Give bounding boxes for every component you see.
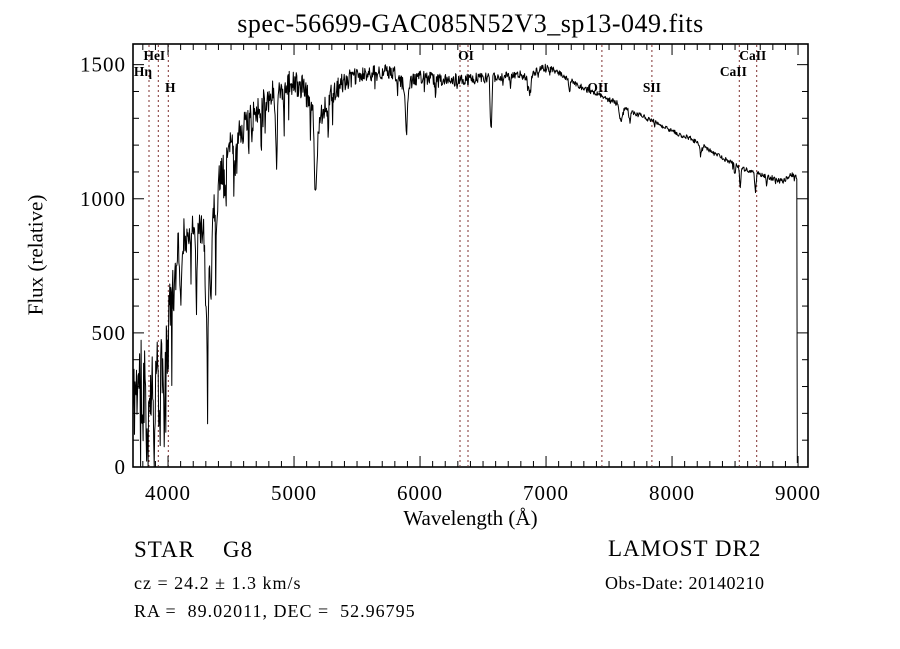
y-tick-label: 1000 [80,187,126,211]
y-axis-label: Flux (relative) [23,194,48,316]
radec-text: RA = 89.02011, DEC = 52.96795 [134,601,416,621]
x-tick-label: 5000 [271,481,317,505]
spectral-line-label: CaII [739,48,766,63]
x-tick-label: 9000 [775,481,821,505]
spectral-line-label: HeI [143,48,165,63]
plot-title: spec-56699-GAC085N52V3_sp13-049.fits [237,9,704,38]
classification-text: STAR G8 [134,537,253,563]
spectrum-trace [132,63,798,467]
x-tick-label: 4000 [145,481,191,505]
spectral-line-label: Hη [134,64,153,79]
subclass-label: G8 [222,537,254,562]
cz-text: cz = 24.2 ± 1.3 km/s [134,573,302,593]
plot-frame [132,43,809,468]
y-tick-label: 1500 [80,53,126,77]
x-tick-label: 7000 [523,481,569,505]
spectral-line-label: OI [458,48,474,63]
survey-text: LAMOST DR2 [608,536,762,561]
x-tick-label: 6000 [397,481,443,505]
x-axis-label: Wavelength (Å) [403,506,538,530]
y-tick-label: 500 [92,321,127,345]
spectral-line-label: CaII [720,64,747,79]
obsdate-text: Obs-Date: 20140210 [605,573,765,593]
x-tick-label: 8000 [649,481,695,505]
class-label: STAR [134,537,195,562]
spectral-line-label: OII [587,80,608,95]
y-tick-label: 0 [115,455,127,479]
spectral-line-label: SII [643,80,661,95]
spectral-line-label: H [165,80,176,95]
